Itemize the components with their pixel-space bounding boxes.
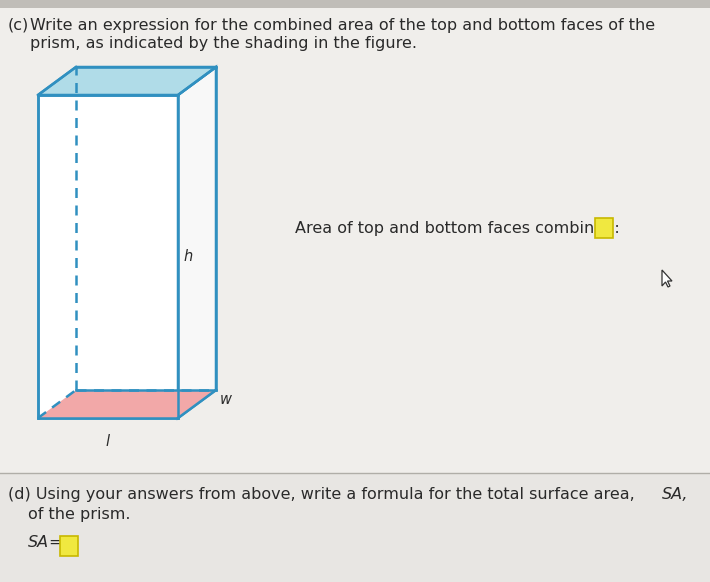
- Text: prism, as indicated by the shading in the figure.: prism, as indicated by the shading in th…: [30, 36, 417, 51]
- FancyBboxPatch shape: [595, 218, 613, 238]
- Polygon shape: [178, 67, 216, 418]
- Text: SA,: SA,: [662, 487, 689, 502]
- Text: w: w: [220, 392, 232, 407]
- Text: (c): (c): [8, 18, 29, 33]
- Polygon shape: [38, 390, 216, 418]
- Bar: [0, 0, 710, 8]
- Polygon shape: [76, 67, 216, 390]
- Text: Write an expression for the combined area of the top and bottom faces of the: Write an expression for the combined are…: [30, 18, 655, 33]
- Text: =: =: [48, 535, 62, 550]
- Polygon shape: [38, 67, 216, 95]
- Text: h: h: [183, 249, 192, 264]
- Text: of the prism.: of the prism.: [28, 507, 131, 522]
- Polygon shape: [38, 95, 178, 418]
- Polygon shape: [662, 270, 672, 287]
- Text: l: l: [106, 434, 110, 449]
- Polygon shape: [38, 67, 76, 418]
- Bar: [0, 473, 710, 582]
- Text: Area of top and bottom faces combined:: Area of top and bottom faces combined:: [295, 221, 625, 236]
- Text: SA: SA: [28, 535, 49, 550]
- FancyBboxPatch shape: [60, 536, 78, 556]
- Text: (d) Using your answers from above, write a formula for the total surface area,: (d) Using your answers from above, write…: [8, 487, 640, 502]
